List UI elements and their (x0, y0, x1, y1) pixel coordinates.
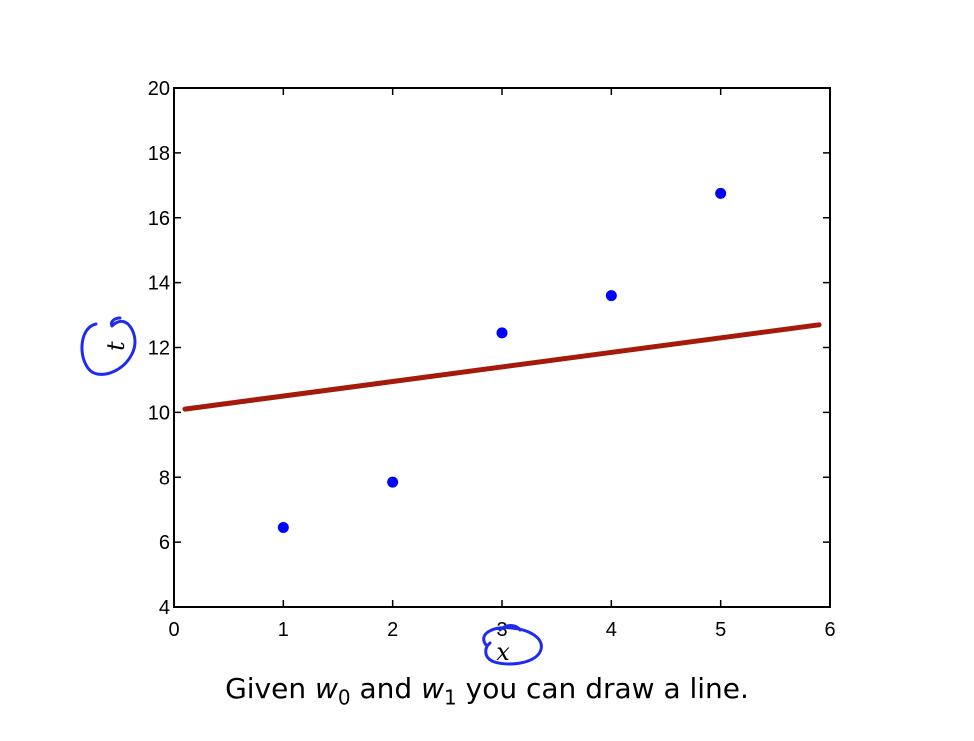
ticks (173, 87, 831, 608)
data-point (277, 522, 289, 534)
x-tick-label: 2 (387, 619, 398, 641)
y-tick-label: 14 (148, 273, 170, 295)
axes (173, 87, 831, 608)
caption-w0-symbol: w (314, 672, 338, 705)
caption-w0-subscript: 0 (337, 685, 351, 710)
data-point (496, 327, 508, 339)
data-point (715, 187, 727, 199)
data-point (387, 476, 399, 488)
x-tick-label: 0 (168, 619, 179, 641)
caption-w1-symbol: w (421, 672, 445, 705)
caption-prefix: Given (225, 672, 315, 705)
x-axis-label: x (496, 638, 510, 666)
x-tick-label: 1 (278, 619, 289, 641)
y-tick-label: 12 (148, 338, 170, 360)
fit-line (182, 322, 822, 412)
caption-w0: w0 (314, 672, 351, 710)
y-tick-label: 4 (159, 597, 170, 619)
plot-frame (173, 87, 831, 608)
caption-w1-subscript: 1 (444, 685, 457, 710)
y-tick-label: 16 (148, 208, 170, 230)
x-tick-label: 5 (715, 619, 726, 641)
handwritten-annotations (80, 316, 543, 666)
x-tick-label: 4 (606, 619, 617, 641)
caption-w1: w1 (421, 672, 457, 710)
caption: Given w0 and w1 you can draw a line. (0, 672, 974, 710)
caption-suffix: you can draw a line. (456, 672, 749, 705)
y-tick-label: 18 (148, 143, 170, 165)
handwritten-circle-x (482, 624, 543, 666)
y-tick-label: 10 (148, 402, 170, 424)
data-point (605, 290, 617, 302)
y-tick-label: 6 (159, 532, 170, 554)
y-tick-label: 8 (159, 467, 170, 489)
handwritten-circle-t (80, 316, 137, 376)
caption-mid: and (350, 672, 422, 705)
x-tick-label: 6 (824, 619, 835, 641)
y-tick-label: 20 (148, 78, 170, 100)
series (182, 187, 822, 534)
y-axis-label: t (102, 341, 130, 351)
